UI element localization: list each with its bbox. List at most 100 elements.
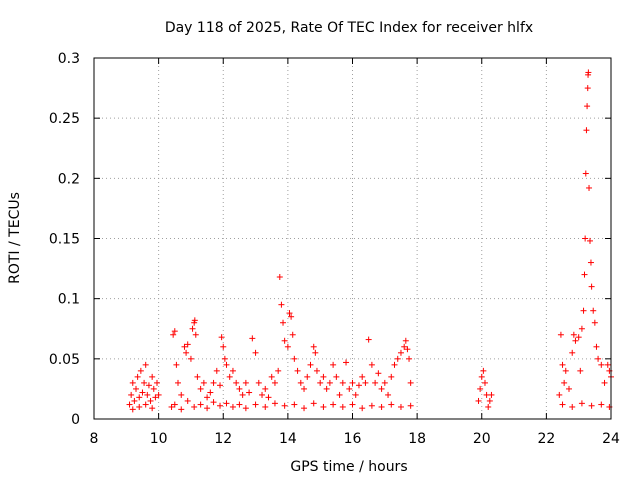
data-point [191,317,198,324]
data-point [578,325,585,332]
data-point [378,403,385,410]
data-point [595,355,602,362]
data-point [475,397,482,404]
data-point [569,403,576,410]
data-point [191,403,198,410]
data-point [286,310,293,317]
data-point [255,379,262,386]
data-point [583,127,590,134]
data-point [570,331,577,338]
data-point [291,401,298,408]
y-tick-label: 0.3 [58,51,80,67]
data-point [150,385,157,392]
data-point [136,403,143,410]
data-point [278,301,285,308]
data-point [220,343,227,350]
data-point [184,341,191,348]
data-point [561,379,568,386]
data-point [200,379,207,386]
data-point [149,373,156,380]
data-point [572,337,579,344]
data-point [330,361,337,368]
y-axis-label: ROTI / TECUs [7,192,23,284]
data-point [391,361,398,368]
data-point [355,382,362,389]
data-point [239,391,246,398]
data-point [588,402,595,409]
data-point [136,394,143,401]
data-point [170,331,177,338]
data-point [477,385,484,392]
data-point [317,379,324,386]
data-point [275,367,282,374]
data-point [326,379,333,386]
data-point [307,361,314,368]
data-point [152,394,159,401]
data-point [320,373,327,380]
data-point [288,313,295,320]
data-point [178,406,185,413]
data-point [265,394,272,401]
x-tick-label: 18 [408,431,426,447]
data-point [168,403,175,410]
data-point [352,391,359,398]
data-point [187,355,194,362]
data-point [154,379,161,386]
axis-ticks [93,57,612,420]
x-tick-label: 16 [344,431,362,447]
data-point [407,379,414,386]
data-point [281,402,288,409]
x-tick-label: 10 [150,431,168,447]
data-point [372,379,379,386]
data-point [346,385,353,392]
data-point [587,259,594,266]
data-point [131,397,138,404]
data-point [320,403,327,410]
data-point [407,402,414,409]
data-point [192,331,199,338]
data-point [194,373,201,380]
data-point [204,405,211,412]
data-point [586,237,593,244]
data-point [585,69,592,76]
data-point [593,343,600,350]
data-point [488,391,495,398]
data-point [142,361,149,368]
data-point [312,349,319,356]
data-point [381,379,388,386]
x-tick-label: 8 [90,431,99,447]
data-point [485,403,492,410]
data-point [402,337,409,344]
data-point [598,401,605,408]
data-point [210,379,217,386]
data-point [584,103,591,110]
data-point [226,373,233,380]
data-point [330,401,337,408]
data-point [252,401,259,408]
data-point [262,403,269,410]
x-tick-label: 12 [214,431,232,447]
data-point [141,379,148,386]
data-point [368,361,375,368]
data-point [223,400,230,407]
data-point [189,325,196,332]
data-point [284,343,291,350]
data-point [183,349,190,356]
data-points [126,69,614,413]
data-point [588,283,595,290]
x-tick-labels: 8 10 12 14 16 18 20 22 24 [90,431,620,447]
data-point [242,405,249,412]
data-point [378,385,385,392]
data-point [173,361,180,368]
data-point [397,349,404,356]
data-point [242,379,249,386]
data-point [339,379,346,386]
data-point [217,382,224,389]
data-point [184,397,191,404]
data-point [294,367,301,374]
data-point [129,406,136,413]
data-point [313,367,320,374]
data-point [134,373,141,380]
data-point [559,401,566,408]
data-point [388,401,395,408]
